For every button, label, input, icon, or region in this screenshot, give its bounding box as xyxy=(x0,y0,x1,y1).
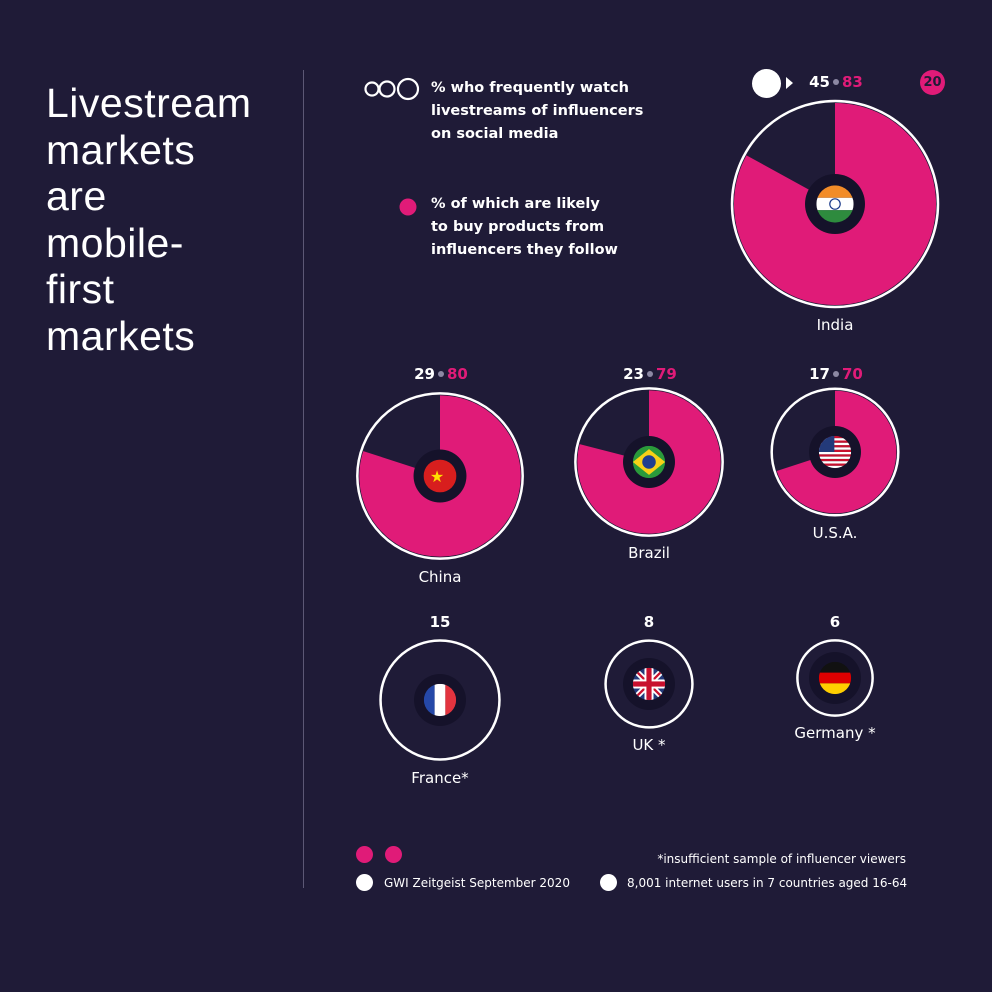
buy-value-label: 70 xyxy=(842,365,863,383)
watch-value-label: 15 xyxy=(430,613,451,631)
svg-text:★: ★ xyxy=(430,467,444,486)
watch-value-label: 23 xyxy=(623,365,644,383)
title-line: markets xyxy=(46,126,196,173)
separator-dot xyxy=(647,371,653,377)
country-label-brazil: Brazil xyxy=(628,544,670,562)
buy-value-label: 83 xyxy=(842,73,863,91)
three-circles-icon xyxy=(364,77,420,101)
germany-flag-icon xyxy=(818,661,852,695)
separator-dot xyxy=(438,371,444,377)
users-icon xyxy=(600,874,617,891)
pink-circle-icon xyxy=(385,846,402,863)
watch-value-label: 8 xyxy=(644,613,654,631)
info-icon xyxy=(356,874,373,891)
legend-line: livestreams of influencers xyxy=(431,103,644,119)
watch-value-label: 17 xyxy=(809,365,830,383)
legend-line: to buy products from xyxy=(431,219,605,235)
country-label-usa: U.S.A. xyxy=(813,524,858,542)
country-label-uk: UK * xyxy=(632,736,666,754)
country-label-china: China xyxy=(419,568,462,586)
france-flag-icon xyxy=(423,683,457,717)
india-flag-icon xyxy=(816,185,854,223)
pink-dot-icon xyxy=(399,198,417,216)
buy-value-label: 79 xyxy=(656,365,677,383)
usa-flag-icon xyxy=(818,435,852,469)
legend-buy-text: % of which are likely to buy products fr… xyxy=(431,193,618,262)
legend-line: on social media xyxy=(431,126,559,142)
legend-line: % of which are likely xyxy=(431,196,600,212)
separator-dot xyxy=(833,371,839,377)
title-line: are xyxy=(46,173,107,219)
separator-dot xyxy=(833,79,839,85)
title-line: Livestream xyxy=(46,80,252,126)
arrow-right-icon xyxy=(786,77,793,89)
buy-value-label: 80 xyxy=(447,365,468,383)
title-line: mobile- xyxy=(46,219,184,266)
footnote-insufficient-sample: *insufficient sample of influencer viewe… xyxy=(657,852,906,866)
uk-flag-icon xyxy=(632,667,666,701)
country-label-germany: Germany * xyxy=(794,724,876,742)
year-badge: 20 xyxy=(920,70,945,95)
watch-value-label: 29 xyxy=(414,365,435,383)
title-line: markets xyxy=(46,312,196,359)
title-line: first xyxy=(46,266,115,312)
china-flag-icon: ★ xyxy=(423,459,457,493)
legend-line: % who frequently watch xyxy=(431,80,629,96)
brazil-flag-icon xyxy=(632,445,666,479)
page-title: Livestream markets are mobile- first mar… xyxy=(46,80,296,359)
legend-line: influencers they follow xyxy=(431,242,618,258)
logo-dot-icon xyxy=(752,69,781,98)
country-label-france: France* xyxy=(411,769,469,787)
source-text: GWI Zeitgeist September 2020 xyxy=(384,876,570,890)
watch-value-label: 45 xyxy=(809,73,830,91)
vertical-divider xyxy=(303,70,304,888)
pink-circle-icon xyxy=(356,846,373,863)
sample-text: 8,001 internet users in 7 countries aged… xyxy=(627,876,908,890)
legend-watch-text: % who frequently watch livestreams of in… xyxy=(431,77,643,146)
country-label-india: India xyxy=(817,316,854,334)
watch-value-label: 6 xyxy=(830,613,840,631)
